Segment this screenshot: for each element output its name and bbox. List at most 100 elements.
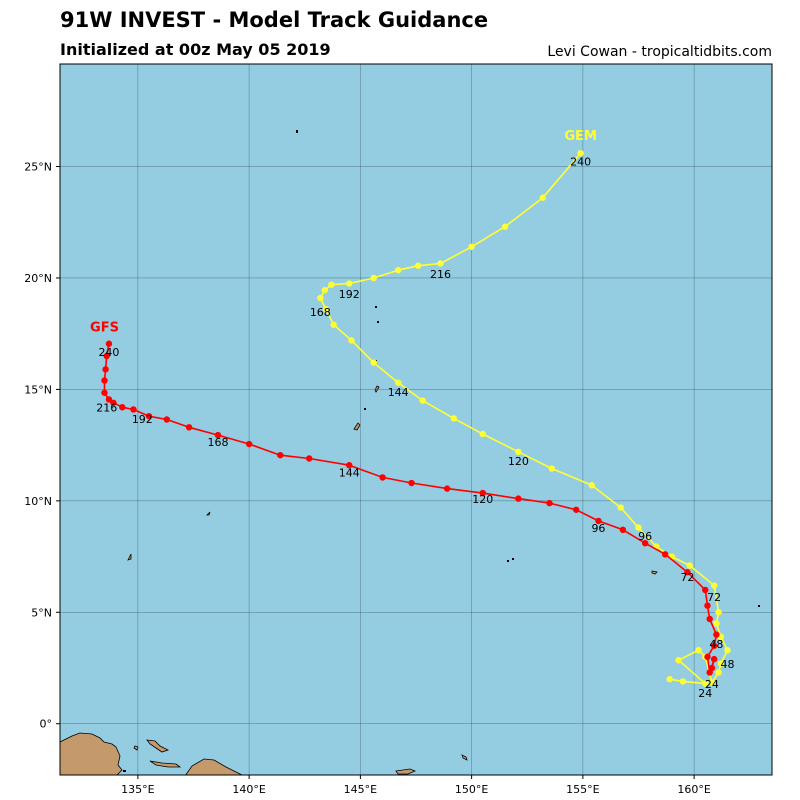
gfs-track-point — [119, 404, 126, 411]
model-tracks — [101, 149, 731, 687]
gfs-track-point — [684, 568, 691, 576]
axis-ticks: 135°E 140°E 145°E 150°E 155°E 160°E 0° 5°N 10°N 1… — [24, 161, 711, 796]
gfs-track-point — [145, 412, 153, 420]
gfs-track-point — [573, 506, 580, 513]
page-title: 91W INVEST - Model Track Guidance — [60, 8, 489, 32]
gem-hour-label: 72 — [680, 571, 694, 584]
gfs-hour-label: 192 — [132, 413, 153, 426]
gfs-track-point — [105, 340, 113, 347]
land-islet-3 — [374, 385, 380, 393]
gem-track-point — [330, 321, 337, 328]
gfs-track-point — [546, 499, 553, 507]
gfs-track-point — [515, 495, 522, 502]
gfs-track-point — [110, 399, 117, 406]
gem-model-name: GEM — [564, 129, 597, 144]
gfs-track-point — [185, 424, 193, 431]
tick-label-lon: 145°E — [344, 783, 377, 796]
gfs-track-point — [379, 474, 386, 481]
gfs-track-point — [704, 602, 711, 609]
ocean-background — [60, 64, 772, 775]
tick-label-lat: 25°N — [24, 161, 52, 174]
land-masses — [60, 130, 760, 775]
gem-track-point — [322, 305, 330, 313]
tick-label-lon: 155°E — [566, 783, 599, 796]
gfs-hour-label: 216 — [96, 402, 117, 415]
grid-lines — [60, 64, 772, 775]
gem-track-point — [317, 294, 324, 302]
land-islet-9 — [507, 560, 509, 562]
gem-track-point — [635, 524, 642, 531]
gfs-hour-label: 168 — [207, 436, 228, 449]
gfs-hour-label: 120 — [472, 493, 493, 506]
gfs-track-point — [641, 540, 649, 547]
gem-track-point — [617, 504, 624, 511]
land-islet-4 — [296, 130, 298, 133]
gem-track-point — [708, 679, 716, 686]
gem-track-point — [724, 646, 731, 654]
gfs-hour-label: 240 — [98, 346, 119, 359]
land-palau — [127, 553, 132, 561]
gem-hour-label: 96 — [638, 530, 652, 543]
gem-hour-label: 192 — [339, 288, 360, 301]
gem-track-point — [666, 675, 673, 683]
gem-track-point — [717, 660, 725, 667]
gem-hour-label: 144 — [388, 386, 409, 399]
gfs-hour-label: 96 — [591, 522, 605, 535]
gfs-hour-label: 48 — [709, 638, 723, 651]
gfs-track-point — [163, 416, 170, 423]
gfs-hour-label: 24 — [705, 678, 719, 691]
land-new-guinea — [60, 732, 123, 775]
gfs-track-point — [710, 642, 718, 649]
gem-hour-label: 24 — [698, 687, 712, 700]
gem-track-point — [695, 646, 702, 654]
gem-track-point — [479, 430, 486, 438]
gem-track-point — [415, 262, 422, 269]
gem-track-point — [395, 266, 402, 274]
gem-track-point — [548, 465, 555, 472]
gfs-track-point — [619, 526, 627, 534]
gem-track-point — [686, 562, 693, 569]
plot-frame — [59, 63, 773, 776]
land-guam — [353, 422, 361, 431]
tick-label-lat: 5°N — [31, 606, 52, 619]
tick-label-lon: 135°E — [121, 783, 154, 796]
gem-track-point — [710, 582, 718, 589]
gfs-model-name: GFS — [90, 320, 119, 335]
gem-hour-label: 168 — [310, 306, 331, 319]
gfs-track-point — [101, 389, 108, 396]
gfs-track-point — [710, 655, 718, 663]
land-islet-11 — [758, 605, 760, 607]
gfs-track-point — [443, 485, 451, 492]
gem-hour-label: 48 — [721, 658, 735, 671]
gem-track-point — [450, 415, 458, 422]
land-islet-6 — [377, 321, 379, 323]
land-islet-12 — [123, 770, 126, 772]
gfs-track-point — [713, 631, 720, 638]
gfs-hour-label: 72 — [707, 591, 721, 604]
gfs-track-point — [702, 586, 709, 594]
gem-track-point — [395, 379, 402, 386]
land-islet-5 — [375, 306, 377, 308]
gem-track-point — [468, 243, 475, 250]
gfs-track-point — [706, 615, 713, 623]
gfs-track-point — [706, 669, 713, 676]
gfs-track-point — [214, 431, 222, 439]
gem-track-point — [715, 669, 722, 676]
gem-hour-label: 120 — [508, 455, 529, 468]
gfs-track-point — [105, 396, 113, 403]
page-subtitle: Initialized at 00z May 05 2019 — [60, 40, 331, 59]
gfs-track-point — [277, 451, 284, 459]
gem-track-point — [515, 448, 522, 456]
gem-track-point — [715, 609, 722, 616]
tick-label-lon: 160°E — [677, 783, 710, 796]
land-island-e — [133, 745, 139, 751]
land-islet-2 — [651, 570, 658, 575]
gfs-track-point — [704, 653, 711, 661]
gem-track-point — [321, 287, 328, 294]
gem-track-point — [588, 482, 595, 489]
gfs-track-point — [103, 352, 110, 360]
gfs-track-point — [662, 551, 669, 558]
gfs-track-point — [479, 489, 486, 497]
tick-label-lat: 10°N — [24, 495, 52, 508]
